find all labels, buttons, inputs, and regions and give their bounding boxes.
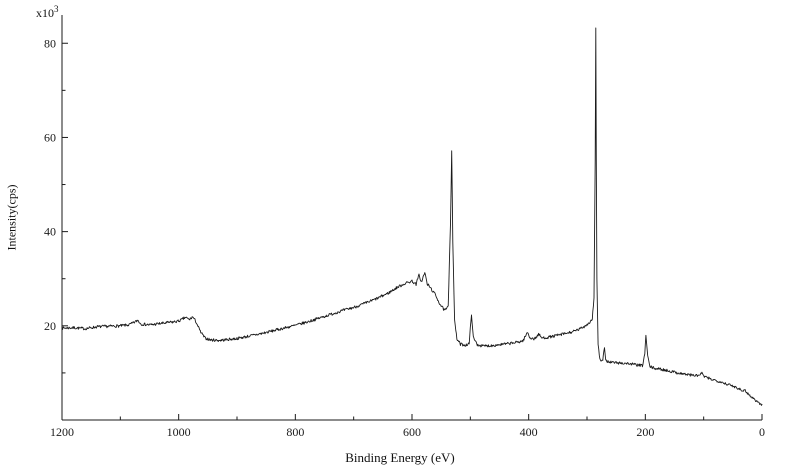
x-tick-label: 800 — [286, 425, 304, 439]
y-tick-label: 20 — [44, 319, 56, 333]
y-axis-multiplier-exponent: 3 — [54, 4, 59, 14]
y-tick-label: 80 — [44, 36, 56, 50]
x-tick-label: 1200 — [50, 425, 74, 439]
y-tick-label: 40 — [44, 225, 56, 239]
y-tick-label: 60 — [44, 130, 56, 144]
spectrum-line — [61, 27, 763, 406]
x-tick-label: 1000 — [167, 425, 191, 439]
x-axis-title: Binding Energy (eV) — [345, 450, 455, 465]
x-tick-label: 0 — [759, 425, 765, 439]
x-tick-label: 400 — [520, 425, 538, 439]
y-axis-multiplier-base: x10 — [36, 6, 54, 20]
x-tick-label: 600 — [403, 425, 421, 439]
y-axis-title: Intensity(cps) — [4, 184, 19, 251]
x-tick-label: 200 — [636, 425, 654, 439]
y-axis-multiplier-label: x103 — [36, 4, 59, 21]
